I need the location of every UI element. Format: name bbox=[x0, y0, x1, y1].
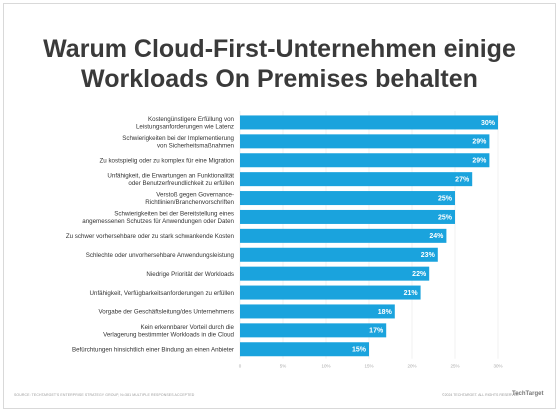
category-label-line: Zu schwer vorhersehbare oder zu stark sc… bbox=[66, 233, 235, 240]
bar-value-label: 25% bbox=[438, 195, 453, 202]
techtarget-logo: TechTarget bbox=[512, 391, 544, 397]
bar-value-label: 30% bbox=[481, 120, 496, 127]
category-label-line: Kein erkennbarer Vorteil durch die bbox=[140, 324, 234, 331]
title-line-1: Warum Cloud-First-Unternehmen einige bbox=[43, 35, 516, 63]
category-label: Schwierigkeiten bei der Bereitstellung e… bbox=[82, 210, 234, 225]
source-note: SOURCE: TECHTARGET'S ENTERPRISE STRATEGY… bbox=[14, 393, 195, 397]
bar bbox=[240, 266, 430, 281]
category-label-line: Leistungsanforderungen wie Latenz bbox=[136, 123, 234, 130]
title-line-2: Workloads On Premises behalten bbox=[81, 65, 478, 93]
bar-value-label: 15% bbox=[352, 347, 367, 354]
category-label-line: Richtlinien/Branchenvorschriften bbox=[145, 199, 234, 206]
bar-value-label: 24% bbox=[429, 233, 444, 240]
bar bbox=[240, 304, 395, 319]
bar bbox=[240, 342, 369, 357]
category-label: Unfähigkeit, Verfügbarkeitsanforderungen… bbox=[90, 290, 235, 297]
bar bbox=[240, 134, 490, 149]
bar bbox=[240, 209, 455, 224]
category-label-line: Befürchtungen hinsichtlich einer Bindung… bbox=[72, 346, 234, 353]
category-label-line: Verstoß gegen Governance- bbox=[156, 191, 234, 198]
category-label-line: Niedrige Priorität der Workloads bbox=[146, 271, 234, 278]
category-label-line: Verlagerung bestimmter Workloads in die … bbox=[103, 331, 234, 338]
bar-value-label: 25% bbox=[438, 214, 453, 221]
bar-value-label: 17% bbox=[369, 328, 384, 335]
bar bbox=[240, 247, 438, 262]
category-label-line: Kostengünstigere Erfüllung von bbox=[148, 116, 235, 123]
category-label-line: von Sicherheitsmaßnahmen bbox=[157, 142, 235, 149]
bar-value-label: 21% bbox=[404, 290, 419, 297]
bar bbox=[240, 285, 421, 300]
category-label: Befürchtungen hinsichtlich einer Bindung… bbox=[72, 346, 234, 353]
bar bbox=[240, 191, 455, 206]
category-label: Kostengünstigere Erfüllung von Leistungsa… bbox=[136, 116, 235, 131]
category-label: Zu schwer vorhersehbare oder zu stark sc… bbox=[66, 233, 235, 240]
bar-value-label: 23% bbox=[421, 252, 436, 259]
x-tick-label: 15% bbox=[364, 364, 373, 369]
bar-value-label: 29% bbox=[472, 139, 487, 146]
x-tick-label: 0 bbox=[239, 364, 242, 369]
x-tick-label: 25% bbox=[450, 364, 459, 369]
category-label: Niedrige Priorität der Workloads bbox=[146, 271, 234, 278]
chart-title: Warum Cloud-First-Unternehmen einige Wor… bbox=[0, 34, 559, 94]
category-label: Vorgabe der Geschäftsleitung/des Unterne… bbox=[98, 309, 234, 316]
category-label-line: Schlechte oder unvorhersehbare Anwendung… bbox=[86, 252, 235, 259]
category-label: Kein erkennbarer Vorteil durch die Verlag… bbox=[103, 324, 234, 339]
category-label-line: angemessenen Schutzes für Anwendungen od… bbox=[82, 218, 234, 225]
category-label-line: oder Benutzerfreundlichkeit zu erfüllen bbox=[128, 180, 234, 187]
bar-value-label: 29% bbox=[472, 158, 487, 165]
category-label-line: Schwierigkeiten bei der Implementierung bbox=[122, 135, 234, 142]
bar bbox=[240, 153, 490, 168]
x-tick-label: 10% bbox=[321, 364, 330, 369]
copyright-note: ©2024 TECHTARGET. ALL RIGHTS RESERVED bbox=[442, 393, 519, 397]
bar bbox=[240, 228, 447, 243]
x-tick-label: 20% bbox=[407, 364, 416, 369]
category-label: Schwierigkeiten bei der Implementierung v… bbox=[122, 135, 234, 150]
category-label-line: Unfähigkeit, die Erwartungen an Funktion… bbox=[107, 173, 234, 180]
bar-value-label: 22% bbox=[412, 271, 427, 278]
category-label: Unfähigkeit, die Erwartungen an Funktion… bbox=[107, 173, 234, 188]
x-tick-label: 5% bbox=[280, 364, 287, 369]
bar bbox=[240, 115, 498, 130]
bar-value-label: 27% bbox=[455, 176, 470, 183]
category-label-line: Schwierigkeiten bei der Bereitstellung e… bbox=[114, 210, 234, 217]
bar-value-label: 18% bbox=[378, 309, 393, 316]
category-label-line: Vorgabe der Geschäftsleitung/des Unterne… bbox=[98, 309, 234, 316]
x-tick-label: 30% bbox=[493, 364, 502, 369]
category-label-line: Unfähigkeit, Verfügbarkeitsanforderungen… bbox=[90, 290, 235, 297]
bar bbox=[240, 323, 387, 338]
category-label-line: Zu kostspielig oder zu komplex für eine … bbox=[100, 157, 235, 164]
frame bbox=[3, 3, 556, 409]
category-label: Zu kostspielig oder zu komplex für eine … bbox=[100, 157, 235, 164]
category-label: Verstoß gegen Governance-Richtlinien/Bra… bbox=[145, 191, 234, 206]
category-label: Schlechte oder unvorhersehbare Anwendung… bbox=[86, 252, 235, 259]
bar bbox=[240, 172, 473, 187]
